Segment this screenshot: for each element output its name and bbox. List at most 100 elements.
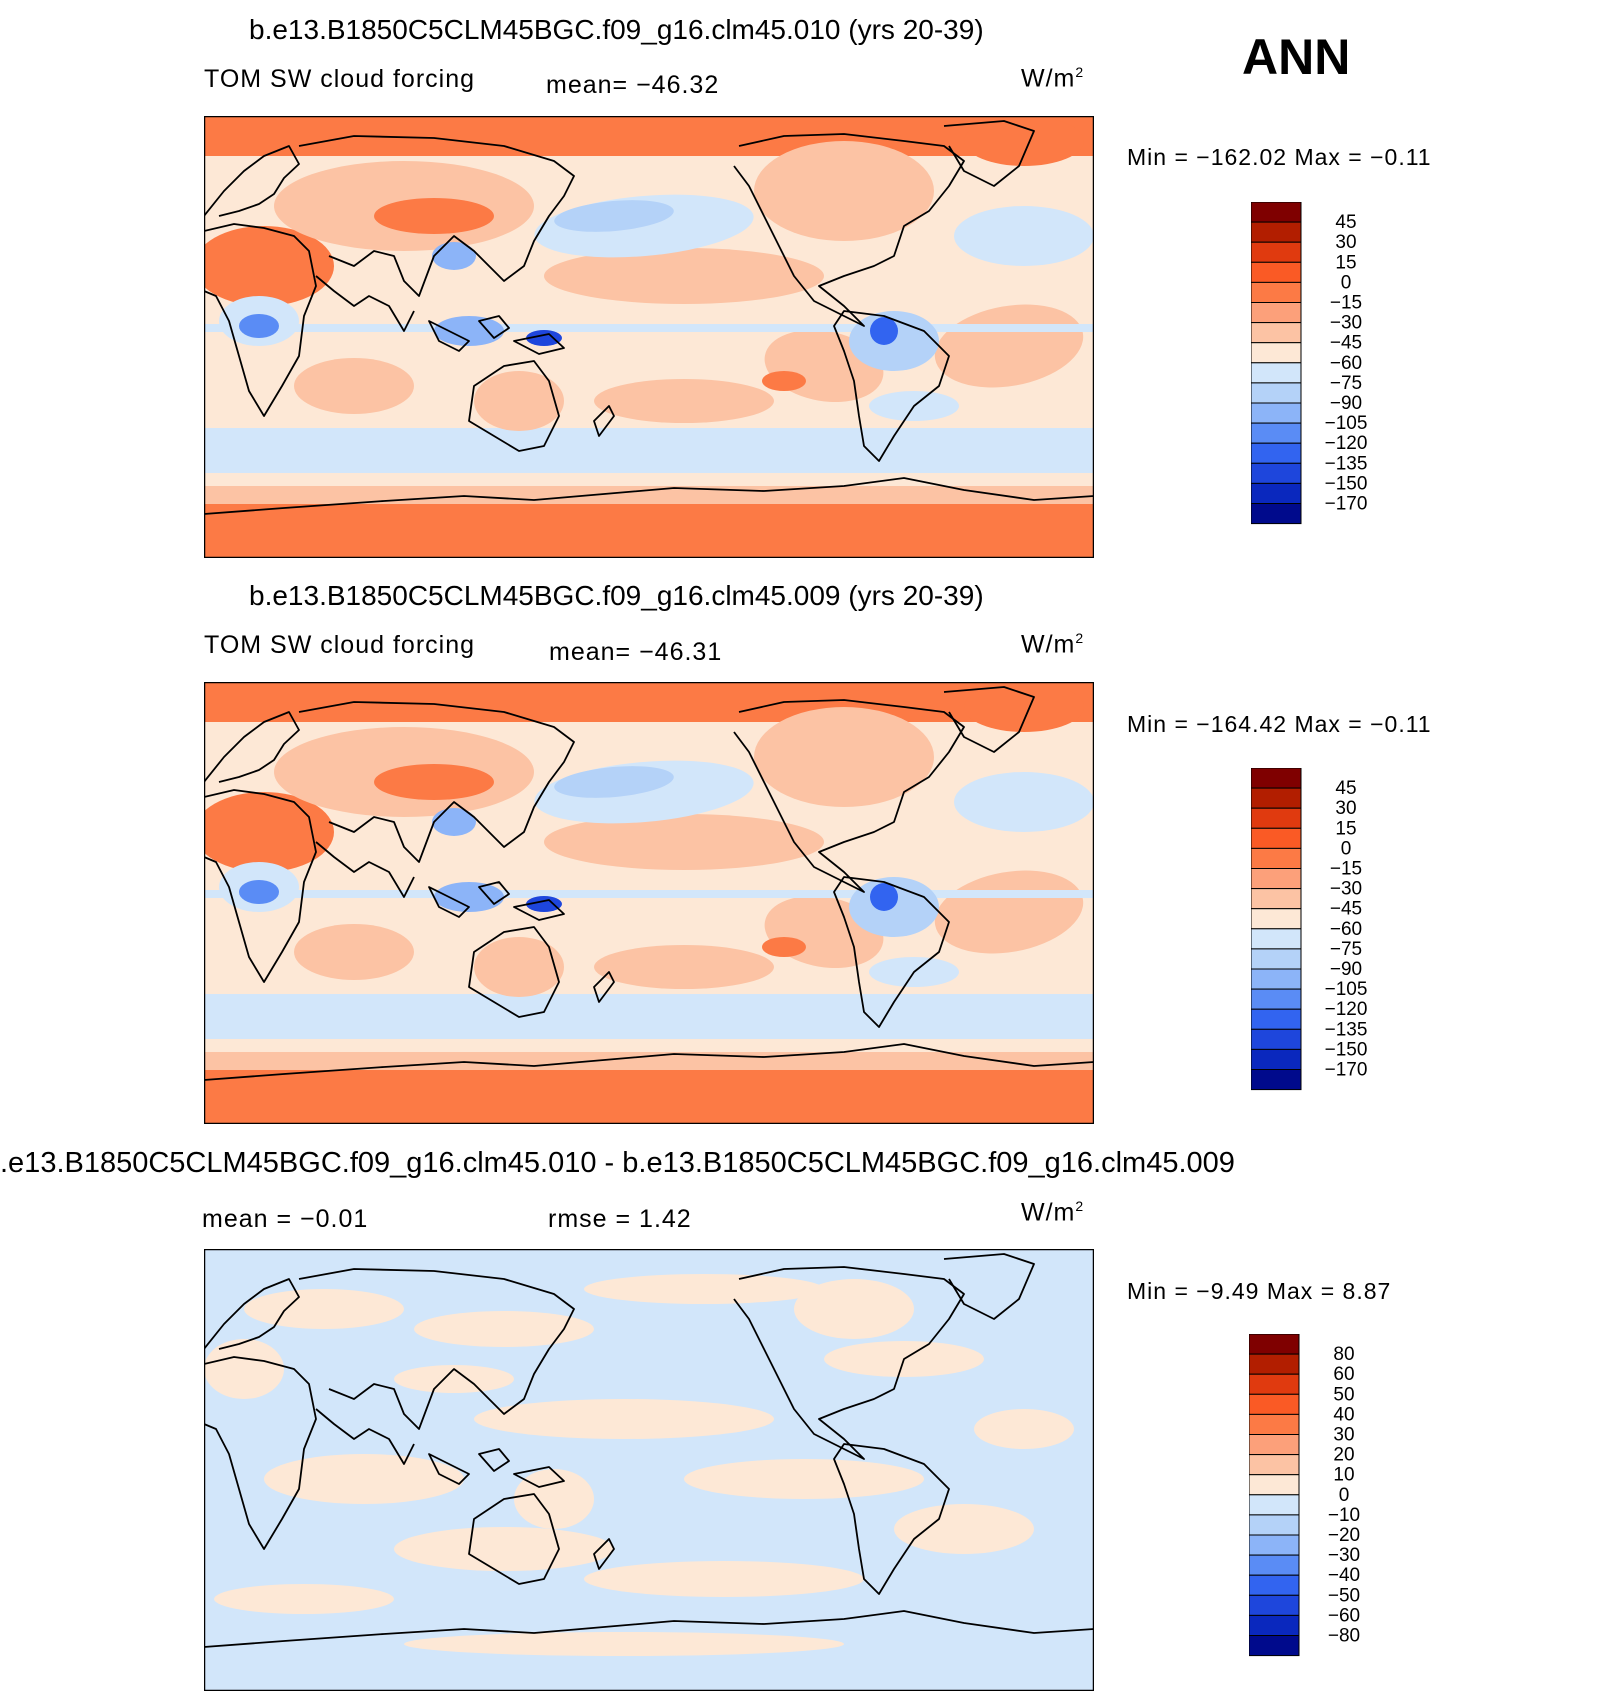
panel1-colorbar: 45 30 15 0 −15 −30 −45 −60 −75 −90 −105 −120 −135 −15… bbox=[1251, 202, 1401, 554]
map-field-region bbox=[434, 316, 504, 346]
colorbar-tick-label: −90 bbox=[1330, 959, 1362, 980]
colorbar-box bbox=[1251, 402, 1302, 424]
map-field-region bbox=[894, 1504, 1034, 1554]
colorbar-box bbox=[1249, 1334, 1300, 1355]
map-field-region bbox=[294, 924, 414, 980]
colorbar-tick-label: −75 bbox=[1330, 939, 1362, 960]
colorbar-box bbox=[1251, 221, 1302, 243]
map-field-region bbox=[954, 772, 1094, 832]
map-field-region bbox=[584, 1274, 824, 1304]
panel1-units: W/m2 bbox=[1021, 64, 1084, 93]
colorbar-tick-label: 30 bbox=[1335, 232, 1356, 253]
map-field-region bbox=[474, 1399, 774, 1439]
map-field-region bbox=[964, 682, 1084, 732]
colorbar-box bbox=[1251, 768, 1302, 789]
panel3-title: .e13.B1850C5CLM45BGC.f09_g16.clm45.010 -… bbox=[0, 1147, 1235, 1179]
map-field-region bbox=[264, 1454, 464, 1504]
coastline bbox=[468, 1493, 560, 1585]
map-field-region bbox=[794, 1279, 914, 1339]
colorbar-box bbox=[1251, 908, 1302, 930]
map-frame bbox=[204, 116, 1094, 558]
colorbar-box bbox=[1251, 503, 1302, 525]
coastline bbox=[943, 120, 1035, 187]
map-field-band bbox=[204, 116, 1094, 156]
coastline bbox=[298, 701, 575, 863]
colorbar-tick-label: −50 bbox=[1328, 1585, 1360, 1606]
coastline bbox=[593, 1538, 615, 1570]
panel2-units-exp: 2 bbox=[1075, 630, 1085, 646]
panel1-colorbar-svg: 4530150−15−30−45−60−75−90−105−120−135−15… bbox=[1251, 202, 1367, 525]
colorbar-box bbox=[1251, 362, 1302, 384]
colorbar-box bbox=[1251, 988, 1302, 1010]
map-field-region bbox=[594, 945, 774, 989]
map-field-region bbox=[204, 792, 334, 872]
colorbar-box bbox=[1251, 382, 1302, 404]
colorbar-tick-label: 30 bbox=[1335, 798, 1356, 819]
coastline bbox=[733, 1266, 965, 1460]
colorbar-box bbox=[1249, 1534, 1300, 1556]
colorbar-tick-label: 0 bbox=[1341, 838, 1352, 859]
colorbar-tick-label: −60 bbox=[1330, 353, 1362, 374]
panel2-map bbox=[204, 682, 1094, 1124]
colorbar-box bbox=[1251, 1069, 1302, 1091]
map-field-region bbox=[239, 880, 279, 904]
colorbar-tick-label: 40 bbox=[1333, 1404, 1354, 1425]
colorbar-tick-label: −45 bbox=[1330, 333, 1362, 354]
panel3-rmse: rmse = 1.42 bbox=[548, 1205, 692, 1233]
map-field-region bbox=[762, 937, 806, 957]
panel1-units-exp: 2 bbox=[1075, 64, 1085, 80]
map-field-region bbox=[954, 206, 1094, 266]
map-field-region bbox=[432, 242, 476, 270]
map-field-region bbox=[244, 1289, 404, 1329]
colorbar-box bbox=[1249, 1574, 1300, 1596]
colorbar-tick-label: −15 bbox=[1330, 859, 1362, 880]
colorbar-tick-label: −170 bbox=[1325, 1060, 1368, 1081]
colorbar-box bbox=[1251, 442, 1302, 464]
map-field-region bbox=[974, 1409, 1074, 1449]
panel1-mean: mean= −46.32 bbox=[546, 71, 720, 99]
colorbar-tick-label: 80 bbox=[1333, 1344, 1354, 1365]
coastline bbox=[204, 1278, 300, 1350]
map-field-region bbox=[526, 896, 562, 912]
colorbar-tick-label: 45 bbox=[1335, 778, 1356, 799]
colorbar-tick-label: 60 bbox=[1333, 1364, 1354, 1385]
coastline bbox=[733, 699, 965, 893]
colorbar-box bbox=[1249, 1393, 1300, 1415]
coastline bbox=[204, 223, 317, 417]
colorbar-box bbox=[1249, 1554, 1300, 1576]
map-field-region bbox=[544, 814, 824, 870]
colorbar-box bbox=[1251, 281, 1302, 304]
panel2-title: b.e13.B1850C5CLM45BGC.f09_g16.clm45.009 … bbox=[249, 580, 984, 611]
colorbar-box bbox=[1249, 1594, 1300, 1616]
colorbar-tick-label: 0 bbox=[1341, 272, 1352, 293]
map-field-region bbox=[239, 314, 279, 338]
map-field-region bbox=[404, 1632, 844, 1656]
coastline bbox=[204, 789, 317, 983]
map-field-region bbox=[544, 248, 824, 304]
colorbar-box bbox=[1251, 482, 1302, 504]
map-field-region bbox=[214, 1584, 394, 1614]
colorbar-box bbox=[1249, 1434, 1300, 1456]
panel1-units-text: W/m bbox=[1021, 64, 1076, 93]
map-field-region bbox=[554, 200, 674, 232]
coastline bbox=[428, 1448, 565, 1488]
panel2-units-text: W/m bbox=[1021, 630, 1076, 659]
colorbar-box bbox=[1251, 888, 1302, 910]
panel1-title: b.e13.B1850C5CLM45BGC.f09_g16.clm45.010 … bbox=[249, 14, 984, 45]
panel1-map bbox=[204, 116, 1094, 558]
colorbar-tick-label: −40 bbox=[1328, 1565, 1360, 1586]
coastline bbox=[428, 881, 565, 921]
coastline bbox=[204, 1356, 317, 1550]
panel2-units: W/m2 bbox=[1021, 630, 1084, 659]
colorbar-box bbox=[1249, 1494, 1300, 1516]
panel2-map-svg bbox=[204, 682, 1094, 1124]
map-field-region bbox=[514, 1469, 594, 1529]
map-field-region bbox=[414, 1311, 594, 1347]
coastline bbox=[315, 275, 415, 332]
colorbar-box bbox=[1251, 202, 1302, 223]
coastline bbox=[468, 360, 560, 452]
coastline bbox=[833, 876, 950, 1028]
colorbar-tick-label: 20 bbox=[1333, 1445, 1354, 1466]
panel3-units-exp: 2 bbox=[1075, 1198, 1085, 1214]
